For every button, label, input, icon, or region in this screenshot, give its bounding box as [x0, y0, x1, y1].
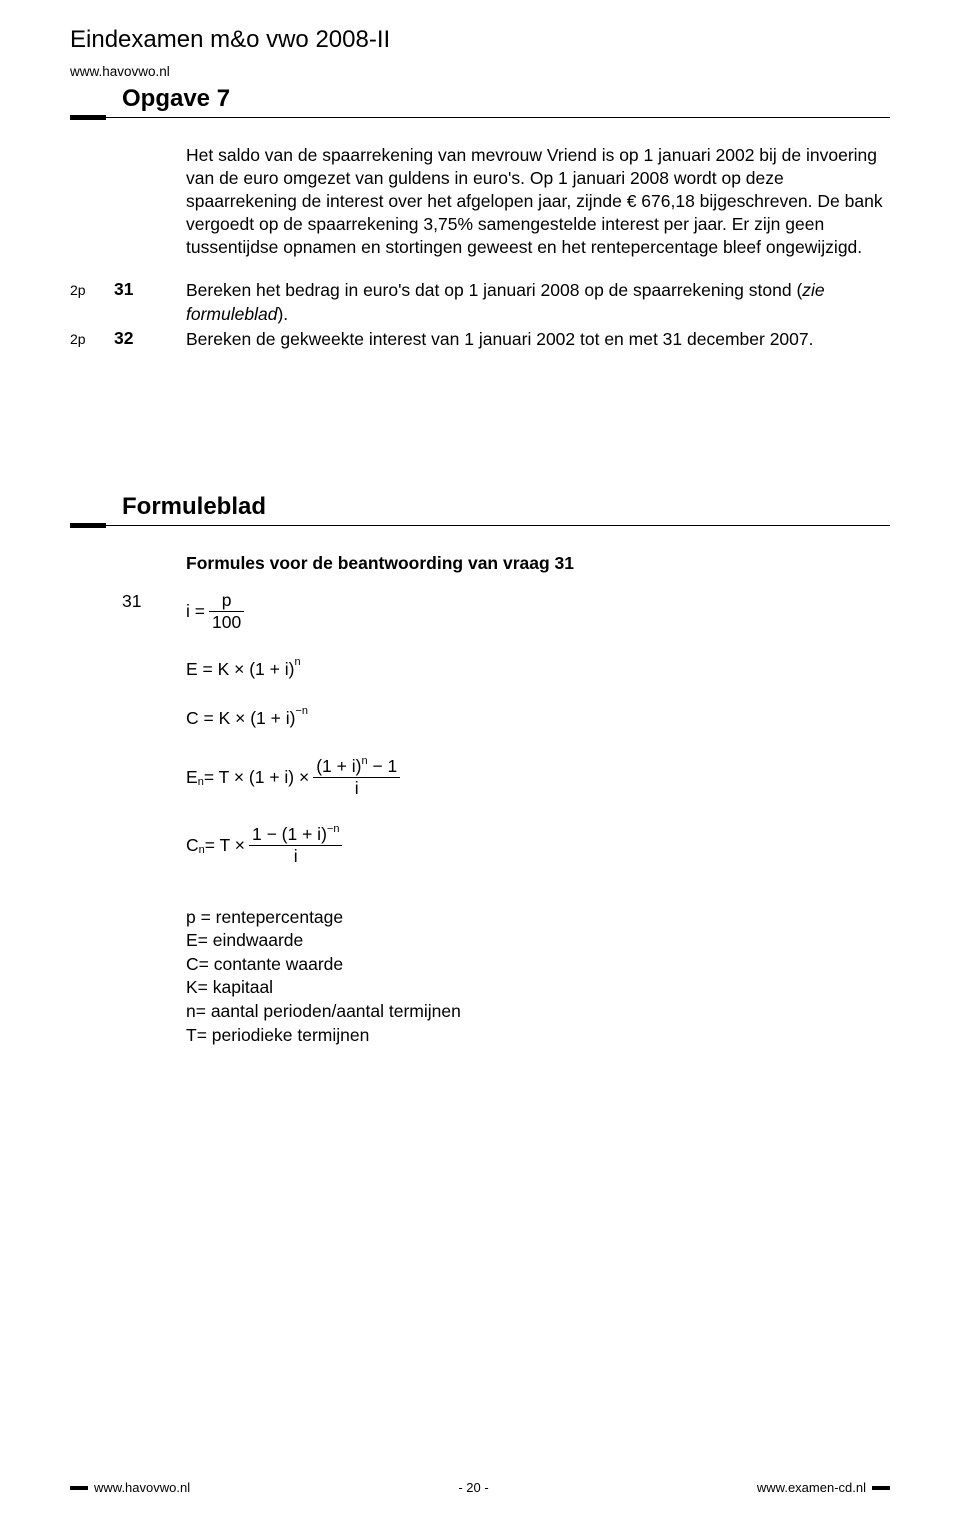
- frac-num-sup: −n: [327, 823, 340, 835]
- formulas-block: Formules voor de beantwoording van vraag…: [186, 552, 890, 576]
- question-points: 2p: [70, 279, 114, 298]
- formula-subscript: n: [198, 776, 204, 788]
- section-rule: [70, 523, 890, 528]
- question-number: 32: [114, 328, 186, 349]
- definition-line: C= contante waarde: [186, 953, 890, 977]
- definition-line: T= periodieke termijnen: [186, 1024, 890, 1048]
- question-text: Bereken het bedrag in euro's dat op 1 ja…: [186, 279, 890, 325]
- fraction-denominator: i: [352, 779, 362, 797]
- formula-lhs: C: [186, 835, 199, 856]
- formula-5: Cn = T × 1 − (1 + i)−n i: [186, 825, 346, 865]
- footer-left: www.havovwo.nl: [94, 1480, 190, 1495]
- question-text-a: Bereken de gekweekte interest van 1 janu…: [186, 329, 814, 349]
- fraction: (1 + i)n − 1 i: [313, 757, 400, 797]
- fraction: p 100: [209, 591, 244, 631]
- frac-num-a: (1 + i): [316, 756, 361, 776]
- definition-line: K= kapitaal: [186, 976, 890, 1000]
- rule-box: [70, 115, 106, 120]
- fraction-numerator: p: [219, 591, 235, 609]
- section-title-opgave: Opgave 7: [122, 85, 890, 113]
- site-link-top: www.havovwo.nl: [70, 64, 890, 79]
- formula-row: Cn = T × 1 − (1 + i)−n i: [186, 825, 890, 865]
- formula-row: E = K × (1 + i)n: [186, 659, 890, 680]
- footer-right: www.examen-cd.nl: [757, 1480, 866, 1495]
- section-title-formuleblad: Formuleblad: [122, 493, 890, 521]
- question-text: Bereken de gekweekte interest van 1 janu…: [186, 328, 890, 351]
- page-footer: www.havovwo.nl - 20 - www.examen-cd.nl: [70, 1480, 890, 1495]
- formula-mid: = T ×: [205, 835, 245, 856]
- exam-title: Eindexamen m&o vwo 2008-II: [70, 26, 890, 54]
- spacer: [70, 353, 890, 493]
- formula-row: En = T × (1 + i) × (1 + i)n − 1 i: [186, 757, 890, 797]
- formula-2: E = K × (1 + i)n: [186, 659, 301, 680]
- question-text-a: Bereken het bedrag in euro's dat op 1 ja…: [186, 280, 802, 300]
- fraction: 1 − (1 + i)−n i: [249, 825, 342, 865]
- frac-num-b: − 1: [368, 756, 398, 776]
- formula-row-number: 31: [70, 591, 186, 612]
- formula-row: 31 i = p 100: [70, 591, 890, 631]
- definition-line: p = rentepercentage: [186, 906, 890, 930]
- fraction-denominator: i: [291, 847, 301, 865]
- formulas-heading: Formules voor de beantwoording van vraag…: [186, 552, 890, 576]
- rule-line: [106, 525, 890, 527]
- formula-3: C = K × (1 + i)−n: [186, 708, 308, 729]
- definition-line: n= aantal perioden/aantal termijnen: [186, 1000, 890, 1024]
- question-row: 2p 31 Bereken het bedrag in euro's dat o…: [70, 279, 890, 325]
- rule-box: [70, 523, 106, 528]
- fraction-denominator: 100: [209, 613, 244, 631]
- section-rule: [70, 115, 890, 120]
- footer-dash-left: [70, 1486, 88, 1490]
- formula-1: i = p 100: [186, 591, 248, 631]
- formula-4: En = T × (1 + i) × (1 + i)n − 1 i: [186, 757, 404, 797]
- formula-body: C = K × (1 + i): [186, 708, 295, 729]
- definitions: p = rentepercentage E= eindwaarde C= con…: [186, 906, 890, 1048]
- formula-lhs: E: [186, 767, 198, 788]
- page: Eindexamen m&o vwo 2008-II www.havovwo.n…: [0, 0, 960, 1523]
- question-number: 31: [114, 279, 186, 300]
- frac-num-sup: n: [361, 755, 367, 767]
- formula-mid: = T × (1 + i) ×: [204, 767, 309, 788]
- question-row: 2p 32 Bereken de gekweekte interest van …: [70, 328, 890, 351]
- formula-body: E = K × (1 + i): [186, 659, 294, 680]
- footer-dash-right: [872, 1486, 890, 1490]
- definition-line: E= eindwaarde: [186, 929, 890, 953]
- fraction-numerator: 1 − (1 + i)−n: [249, 825, 342, 844]
- formula-superscript: n: [294, 656, 300, 668]
- rule-line: [106, 117, 890, 119]
- footer-page-number: - 20 -: [190, 1480, 757, 1495]
- intro-paragraph: Het saldo van de spaarrekening van mevro…: [186, 144, 890, 259]
- formula-superscript: −n: [295, 705, 308, 717]
- fraction-numerator: (1 + i)n − 1: [313, 757, 400, 776]
- formula-row: C = K × (1 + i)−n: [186, 708, 890, 729]
- question-text-b: ).: [277, 304, 288, 324]
- question-points: 2p: [70, 328, 114, 347]
- formula-lhs: i =: [186, 601, 205, 622]
- formula-subscript: n: [199, 844, 205, 856]
- frac-num-a: 1 − (1 + i): [252, 824, 327, 844]
